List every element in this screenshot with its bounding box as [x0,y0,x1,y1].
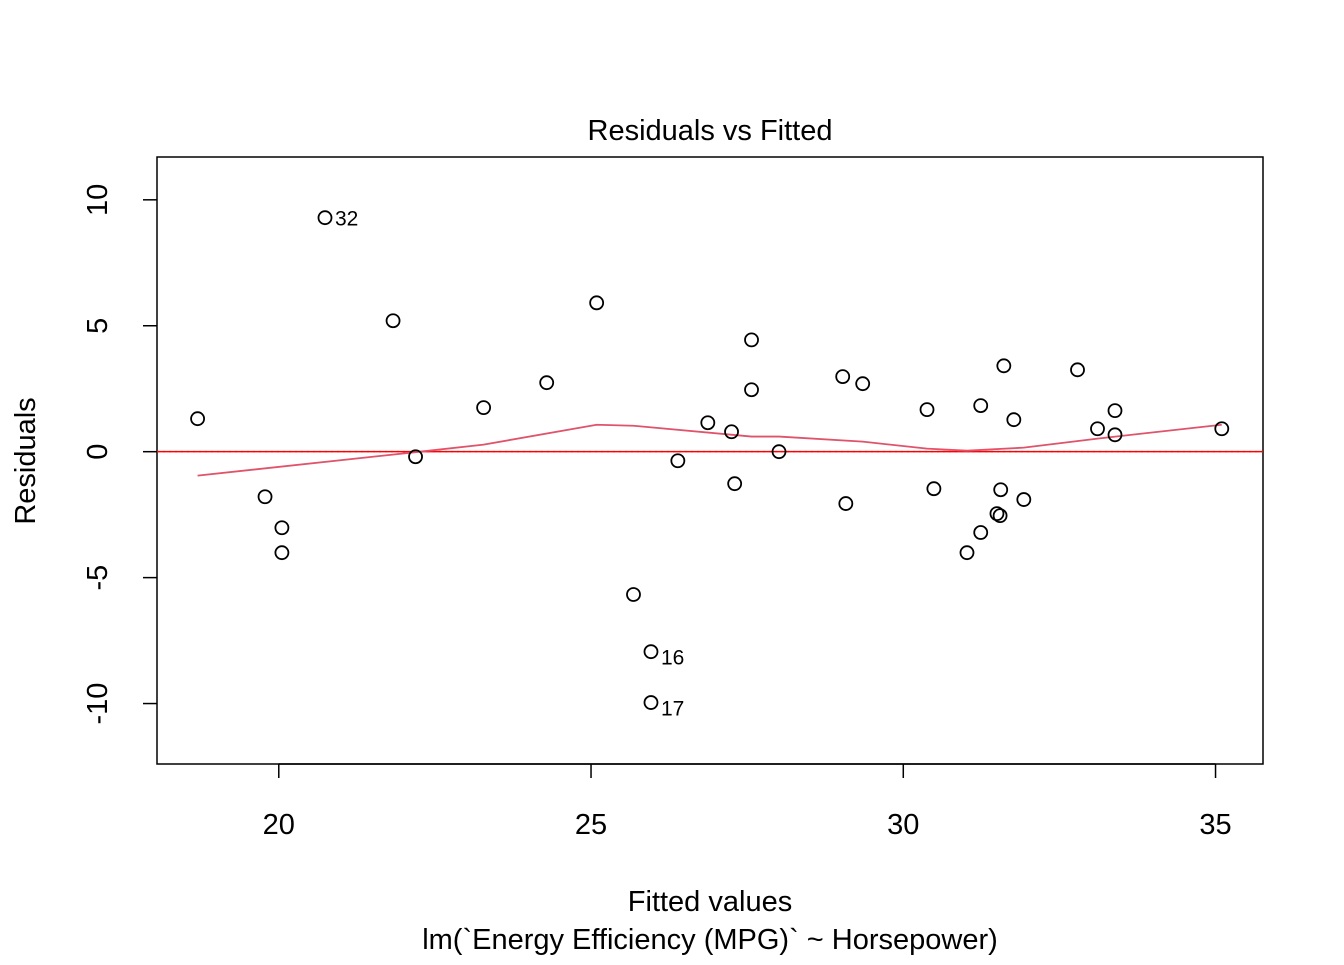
data-point [727,476,743,492]
x-axis: 20 25 30 35 [263,763,1232,841]
data-point [993,482,1009,498]
chart-title: Residuals vs Fitted [588,115,833,147]
data-point [992,508,1008,524]
model-subtitle: lm(`Energy Efficiency (MPG)` ~ Horsepowe… [422,924,998,956]
data-point [1006,412,1022,428]
data-point [643,695,659,710]
points: 32 16 17 [190,208,1230,721]
point-label: 16 [661,647,684,670]
data-point [919,402,935,418]
data-point [385,313,401,329]
data-point [855,376,871,392]
data-point [589,295,605,311]
data-point [1107,403,1123,419]
x-tick-label: 30 [887,809,919,841]
data-point [838,496,854,511]
point-label: 32 [335,208,358,231]
data-point [973,398,989,413]
x-axis-label: Fitted values [628,886,792,918]
data-point [408,449,423,465]
y-tick-label: 5 [82,318,114,334]
data-point [643,644,659,660]
data-point [744,332,759,348]
data-point [476,400,492,416]
x-tick-label: 35 [1199,809,1231,841]
data-point [926,481,942,497]
data-point [1016,492,1032,507]
data-point [996,358,1012,374]
x-tick-label: 20 [263,809,295,841]
smoother-line [197,423,1222,477]
data-point [973,525,989,540]
data-point [959,545,975,561]
data-point [1090,421,1105,437]
data-point [670,453,686,469]
y-axis: -10 -5 0 5 10 [82,184,157,725]
lowess-line [197,423,1222,477]
data-point [771,444,787,460]
data-point [1070,362,1085,378]
y-tick-label: -5 [82,565,114,591]
x-tick-label: 25 [575,809,607,841]
data-point [626,587,641,602]
data-point [317,210,333,226]
data-point [700,415,716,431]
data-point [274,545,290,561]
data-point [724,424,739,440]
data-point [989,506,1005,522]
point-label: 17 [661,698,684,721]
data-point [835,369,851,385]
data-point [539,375,555,391]
data-point [274,520,290,536]
y-axis-label: Residuals [10,397,42,524]
plot-frame [156,156,1264,765]
data-point [190,411,205,427]
y-tick-label: -10 [82,683,114,725]
data-point [744,382,759,398]
y-tick-label: 0 [82,444,114,460]
data-point [257,489,273,505]
y-tick-label: 10 [82,184,114,216]
data-point [1107,427,1123,443]
data-point [1214,421,1230,437]
